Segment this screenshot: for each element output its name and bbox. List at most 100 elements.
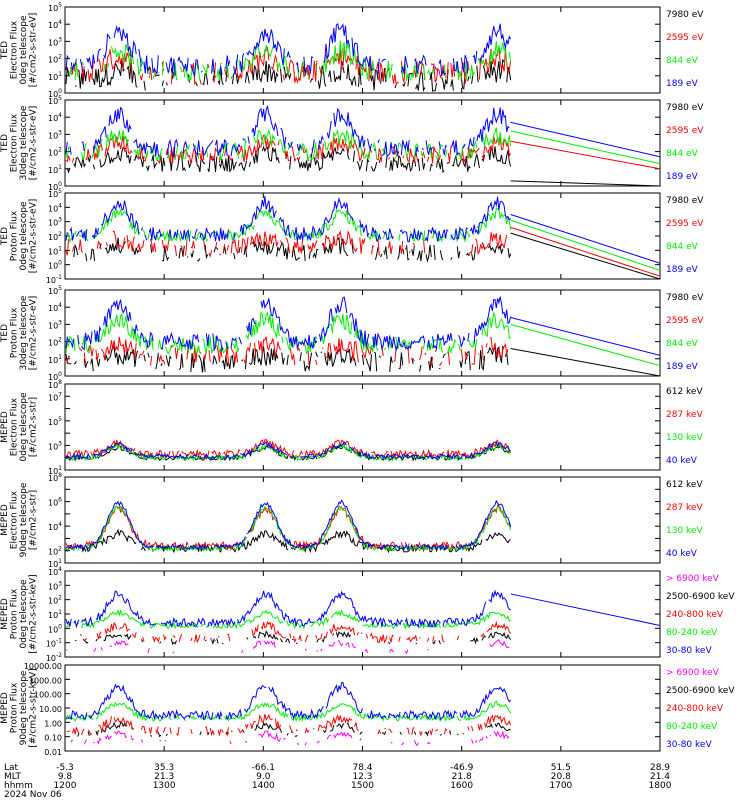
series-trace	[67, 713, 512, 737]
time-axis-tick-label: 1300	[153, 781, 176, 791]
y-tick-label: 10-2	[46, 652, 62, 663]
panel-3: 10-1 100 101 102 103 104 105 TEDProton Flux0deg…	[0, 188, 704, 285]
series-trace	[65, 682, 511, 721]
time-axis-tick-label: 9.0	[256, 772, 271, 782]
legend-entry: 7980 eV	[666, 293, 704, 303]
series-extrapolation	[510, 226, 660, 277]
time-axis-row-label: MLT	[4, 772, 22, 782]
y-tick-label: 100	[48, 88, 62, 99]
y-tick-label: 105	[48, 416, 62, 427]
y-tick-label: 102	[48, 337, 62, 348]
y-tick-label: 105	[48, 285, 62, 296]
legend-entry: 2595 eV	[666, 219, 704, 229]
y-axis-label: MEPEDProton Flux90deg telescope[#/cm2-s-…	[0, 668, 39, 747]
y-tick-label: 100.00	[34, 691, 62, 700]
legend-entry: 130 keV	[666, 433, 703, 443]
panel-4: 100 101 102 103 104 105 TEDProton Flux30deg te…	[0, 285, 704, 382]
y-tick-label: 10-1	[46, 638, 62, 649]
legend-entry: 40 keV	[666, 456, 698, 466]
series-extrapolation	[510, 140, 660, 170]
series-trace	[65, 344, 509, 373]
time-axis-tick-label: 1700	[549, 781, 572, 791]
y-tick-label: 101	[48, 71, 62, 82]
legend-entry: 2595 eV	[666, 126, 704, 136]
time-axis-tick-label: 51.5	[551, 763, 571, 773]
y-tick-label: 102	[48, 231, 62, 242]
date-label: 2024 Nov 06	[4, 790, 62, 800]
time-axis-tick-label: 1400	[252, 781, 275, 791]
legend-entry: 80-240 keV	[666, 722, 718, 732]
legend-entry: 7980 eV	[666, 10, 704, 20]
y-axis-label: TEDElectron Flux30deg telescope[#/cm2-s-…	[0, 105, 39, 180]
legend-entry: 189 eV	[666, 265, 699, 275]
legend-entry: 2595 eV	[666, 33, 704, 43]
time-axis-tick-label: -66.1	[252, 763, 275, 773]
legend-entry: 7980 eV	[666, 196, 704, 206]
y-tick-label: 106	[48, 497, 62, 508]
y-tick-label: 10.00	[39, 705, 62, 714]
series-extrapolation	[510, 180, 660, 186]
series-trace	[65, 499, 512, 551]
y-tick-label: 101	[48, 558, 62, 569]
panel-frame	[64, 570, 661, 658]
legend-entry: 189 eV	[666, 79, 699, 89]
time-axis-tick-label: 12.3	[352, 772, 372, 782]
time-axis-tick-label: 21.4	[650, 772, 670, 782]
y-tick-label: 102	[48, 54, 62, 65]
time-axis-tick-label: -5.3	[56, 763, 74, 773]
series-extrapolation	[510, 121, 660, 158]
y-tick-label: 102	[48, 546, 62, 557]
time-axis-row-label: Lat	[4, 763, 19, 773]
time-axis-row-label: hhmm	[4, 781, 33, 791]
y-tick-label: 10000.00	[24, 662, 62, 671]
series-trace	[73, 236, 512, 263]
panel-7: 10-2 10-1 100 101 102 103 104 MEPEDProton Flux0…	[0, 566, 735, 663]
y-tick-label: 107	[48, 391, 62, 402]
y-tick-label: 105	[48, 188, 62, 199]
series-trace	[65, 296, 512, 352]
time-axis-tick-label: 1200	[54, 781, 77, 791]
y-axis-label: MEPEDProton Flux0deg telescope[#/cm2-s-s…	[0, 574, 39, 653]
panel-frame	[64, 664, 661, 752]
series-trace	[70, 730, 510, 747]
panel-1: 100 101 102 103 104 105 TEDElectron Flux0deg t…	[0, 2, 704, 99]
y-tick-label: 104	[48, 521, 62, 532]
legend-entry: 40 keV	[666, 549, 698, 559]
y-tick-label: 104	[48, 566, 62, 577]
series-extrapolation	[510, 130, 660, 165]
panel-8: 0.01 0.10 1.00 10.00 100.00 1000.00 10000.00ME…	[0, 662, 735, 757]
legend-entry: 287 keV	[666, 410, 703, 420]
y-tick-label: 102	[48, 595, 62, 606]
y-tick-label: 105	[48, 95, 62, 106]
legend-entry: 80-240 keV	[666, 628, 718, 638]
y-tick-label: 100	[48, 371, 62, 382]
y-tick-label: 100	[48, 623, 62, 634]
time-axis-tick-label: 78.4	[352, 763, 372, 773]
legend-entry: 30-80 keV	[666, 646, 712, 656]
legend-entry: 844 eV	[666, 242, 699, 252]
series-trace	[66, 145, 512, 174]
series-trace	[65, 196, 511, 243]
series-extrapolation	[510, 347, 660, 376]
legend-entry: 240-800 keV	[666, 704, 724, 714]
legend-entry: 844 eV	[666, 339, 699, 349]
y-tick-label: 103	[48, 129, 62, 140]
legend-entry: 240-800 keV	[666, 610, 724, 620]
series-trace	[65, 22, 512, 78]
series-trace	[79, 620, 512, 644]
series-extrapolation	[510, 593, 660, 626]
legend-entry: 2595 eV	[666, 316, 704, 326]
time-axis-tick-label: -46.9	[450, 763, 474, 773]
y-tick-label: 104	[48, 302, 62, 313]
y-tick-label: 104	[48, 19, 62, 30]
time-axis-tick-label: 28.9	[650, 763, 670, 773]
legend-entry: 287 keV	[666, 503, 703, 513]
y-tick-label: 0.01	[44, 748, 62, 757]
y-axis-label: MEPEDElectron Flux0deg telescope[#/cm2-s…	[0, 392, 39, 462]
y-tick-label: 100	[48, 260, 62, 271]
series-trace	[65, 440, 511, 460]
